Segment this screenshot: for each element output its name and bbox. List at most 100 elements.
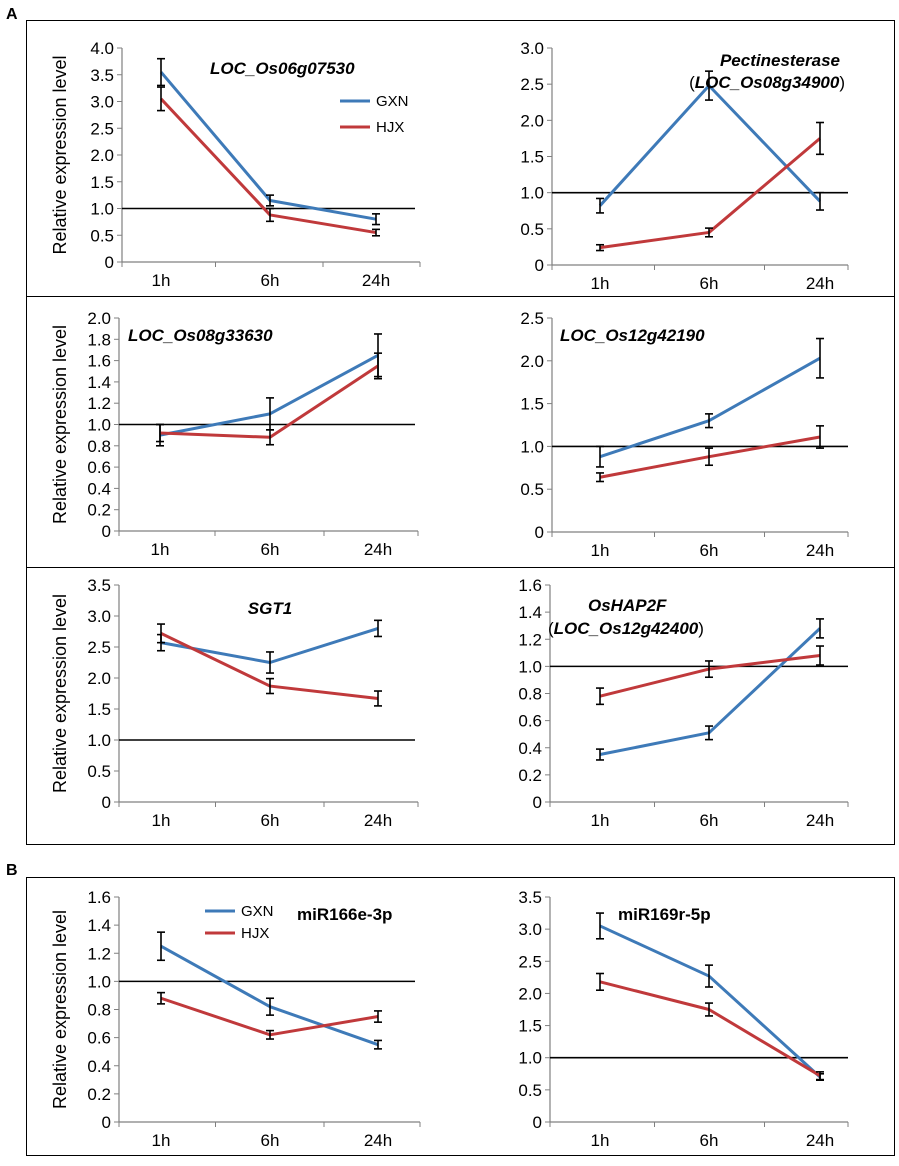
y-tick-label: 3.0 (520, 39, 544, 58)
y-tick-label: 3.5 (87, 576, 111, 595)
y-tick-label: 0.5 (520, 480, 544, 499)
y-tick-label: 0 (105, 253, 114, 272)
x-tick-label: 1h (152, 1131, 171, 1150)
y-tick-label: 3.0 (518, 920, 542, 939)
gene-title: LOC_Os06g07530 (210, 59, 355, 78)
x-tick-label: 1h (152, 271, 171, 290)
y-tick-label: 0.2 (518, 766, 542, 785)
y-tick-label: 1.0 (518, 1049, 542, 1068)
x-tick-label: 6h (261, 811, 280, 830)
y-tick-label: 2.5 (520, 309, 544, 328)
y-tick-label: 1.0 (87, 972, 111, 991)
y-tick-label: 1.6 (87, 888, 111, 907)
y-tick-label: 1.5 (90, 173, 114, 192)
series-line-gxn (159, 71, 377, 221)
y-tick-label: 0.4 (87, 1057, 111, 1076)
x-tick-label: 1h (591, 274, 610, 293)
y-tick-label: 2.0 (518, 984, 542, 1003)
x-tick-label: 24h (806, 811, 834, 830)
y-tick-label: 0.4 (87, 479, 111, 498)
y-axis-label: Relative expression level (50, 55, 70, 254)
panel-b-box (26, 877, 895, 1156)
y-tick-label: 1.0 (90, 200, 114, 219)
y-tick-label: 3.0 (87, 607, 111, 626)
series-line-gxn (159, 353, 379, 437)
y-tick-label: 0.8 (87, 437, 111, 456)
y-tick-label: 1.4 (518, 603, 542, 622)
panel-a-box-row3 (26, 567, 895, 845)
y-tick-label: 2.0 (520, 111, 544, 130)
x-tick-label: 6h (700, 1131, 719, 1150)
series-line-gxn (599, 627, 822, 757)
y-tick-label: 2.0 (87, 309, 111, 328)
y-axis-label: Relative expression level (50, 325, 70, 524)
y-tick-label: 0.5 (518, 1081, 542, 1100)
series-line-gxn (598, 84, 822, 207)
y-tick-label: 1.0 (518, 657, 542, 676)
y-tick-label: 1.6 (87, 352, 111, 371)
gene-subtitle: (LOC_Os12g42400) (548, 619, 704, 638)
y-tick-label: 3.5 (518, 888, 542, 907)
chart-c3: 0 0.2 0.4 0.6 0.8 1.0 1.2 1.4 1.6 1.8 2.0 1h 6h 24h Re… (50, 309, 419, 559)
y-tick-label: 1.2 (518, 630, 542, 649)
x-tick-label: 1h (152, 811, 171, 830)
y-tick-label: 0.8 (518, 685, 542, 704)
x-tick-label: 6h (261, 1131, 280, 1150)
y-tick-label: 1.5 (518, 1017, 542, 1036)
gene-title: LOC_Os08g33630 (128, 326, 273, 345)
series-line-hjx (599, 980, 821, 1078)
y-tick-label: 0.8 (87, 1001, 111, 1020)
y-tick-label: 1.4 (87, 916, 111, 935)
x-tick-label: 24h (364, 811, 392, 830)
x-tick-label: 24h (362, 271, 390, 290)
chart-c6: 0 0.2 0.4 0.6 0.8 1.0 1.2 1.4 1.6 1h 6h 24h OsHAP2F (… (518, 576, 849, 830)
y-tick-label: 2.0 (520, 352, 544, 371)
y-tick-label: 1.5 (520, 395, 544, 414)
y-tick-label: 1.4 (87, 373, 111, 392)
y-tick-label: 3.0 (90, 93, 114, 112)
y-tick-label: 1.5 (520, 148, 544, 167)
gene-subtitle: (LOC_Os08g34900) (689, 73, 845, 92)
y-tick-label: 1.0 (87, 731, 111, 750)
chart-c4: 0 0.5 1.0 1.5 2.0 2.5 1h 6h 24h LOC_Os12g42190 (520, 309, 849, 560)
x-tick-label: 6h (261, 540, 280, 559)
y-tick-label: 0.6 (87, 458, 111, 477)
panel-label-b: B (6, 862, 18, 879)
y-tick-label: 0.6 (87, 1029, 111, 1048)
x-tick-label: 1h (591, 1131, 610, 1150)
gene-title: Pectinesterase (720, 51, 840, 70)
legend-label-gxn: GXN (241, 903, 274, 920)
y-tick-label: 0 (102, 1113, 111, 1132)
x-tick-label: 6h (700, 811, 719, 830)
y-tick-label: 1.6 (518, 576, 542, 595)
y-tick-label: 0.4 (518, 739, 542, 758)
y-tick-label: 1.0 (520, 184, 544, 203)
y-tick-label: 0 (535, 256, 544, 275)
y-tick-label: 0.2 (87, 501, 111, 520)
y-axis-label: Relative expression level (50, 594, 70, 793)
y-tick-label: 0 (102, 793, 111, 812)
series-line-hjx (159, 364, 379, 439)
x-tick-label: 24h (806, 274, 834, 293)
y-tick-label: 0.6 (518, 712, 542, 731)
chart-c5: 0 0.5 1.0 1.5 2.0 2.5 3.0 3.5 1h 6h 24h Relative ex… (50, 576, 419, 830)
y-tick-label: 0.5 (90, 226, 114, 245)
chart-c2: 0 0.5 1.0 1.5 2.0 2.5 3.0 1h 6h 24h Pectinesterase… (520, 39, 849, 293)
gene-title: SGT1 (248, 599, 292, 618)
y-tick-label: 4.0 (90, 39, 114, 58)
y-tick-label: 2.5 (87, 638, 111, 657)
chart-c8: 0 0.5 1.0 1.5 2.0 2.5 3.0 3.5 1h 6h 24h miR169r-5p (518, 888, 849, 1150)
y-tick-label: 1.2 (87, 944, 111, 963)
y-tick-label: 0 (102, 522, 111, 541)
y-tick-label: 3.5 (90, 66, 114, 85)
x-tick-label: 1h (151, 540, 170, 559)
x-tick-label: 24h (806, 541, 834, 560)
legend-label-hjx: HJX (241, 925, 269, 942)
x-tick-label: 24h (806, 1131, 834, 1150)
y-tick-label: 2.5 (518, 952, 542, 971)
x-tick-label: 1h (591, 541, 610, 560)
x-tick-label: 6h (261, 271, 280, 290)
x-tick-label: 24h (364, 1131, 392, 1150)
y-tick-label: 2.5 (520, 75, 544, 94)
